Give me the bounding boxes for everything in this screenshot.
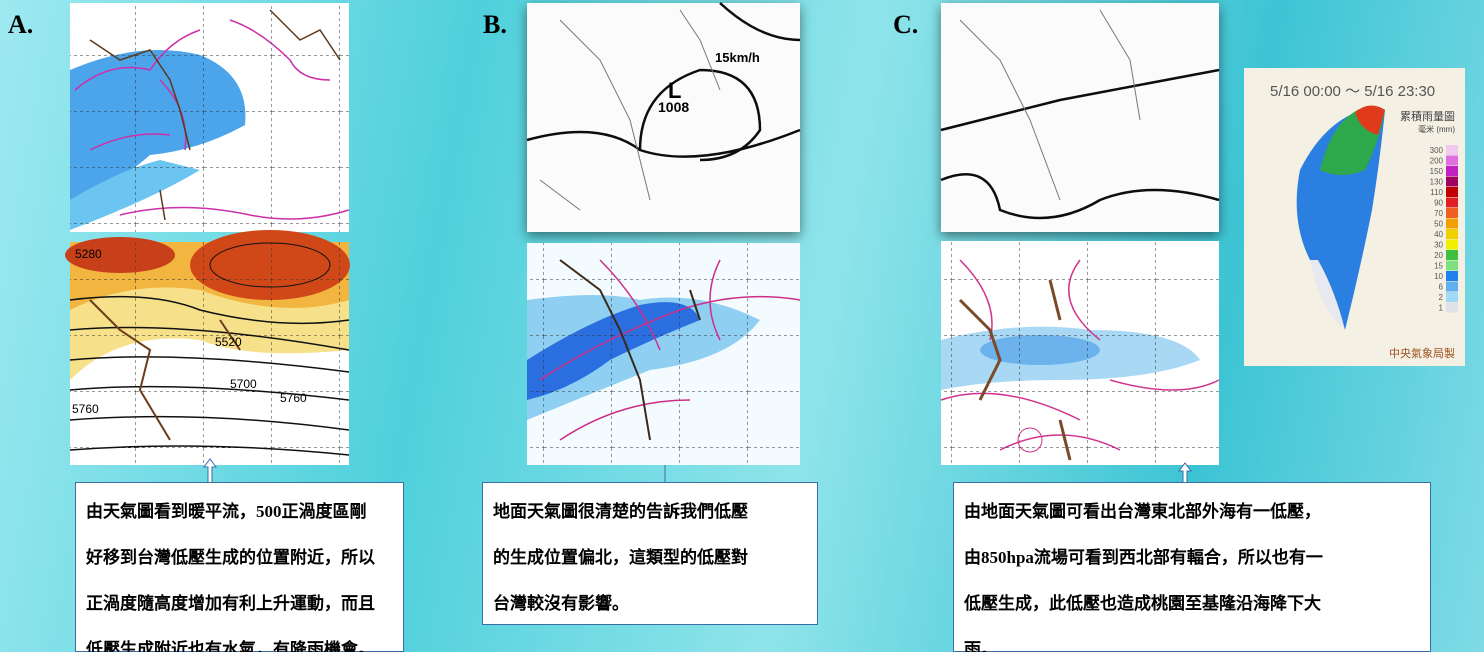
legend-label: 40 [1434,230,1443,239]
caption-box: 由天氣圖看到暖平流，500正渦度區剛好移到台灣低壓生成的位置附近，所以正渦度隨高… [75,482,404,652]
contour-label: 5280 [75,247,102,261]
legend-label: 6 [1439,283,1444,292]
contour-label: 5700 [230,377,257,391]
map-a-top [70,3,349,232]
contour-label: 5520 [215,335,242,349]
legend-swatch [1446,282,1458,292]
legend-label: 150 [1430,167,1444,176]
map-label: 1008 [658,99,689,115]
legend-swatch [1446,198,1458,208]
caption-line: 由850hpa流場可看到西北部有輻合，所以也有一 [964,535,1430,581]
map-c-top [941,3,1219,232]
caption-line: 好移到台灣低壓生成的位置附近，所以 [86,535,403,581]
slide: 52805520570057605760L100815km/h5/16 00:0… [0,0,1484,652]
caption-line: 雨。 [964,627,1430,652]
legend-swatch [1446,187,1458,197]
caption-box: 由地面天氣圖可看出台灣東北部外海有一低壓，由850hpa流場可看到西北部有輻合，… [953,482,1431,652]
legend-swatch [1446,250,1458,260]
map-c-bottom [941,241,1219,465]
legend-label: 200 [1430,157,1444,166]
caption-line: 由地面天氣圖可看出台灣東北部外海有一低壓， [964,489,1430,535]
legend-label: 90 [1434,199,1443,208]
caption-line: 低壓生成附近也有水氣，有降雨機會。 [86,627,403,652]
legend-label: 20 [1434,251,1443,260]
legend-swatch [1446,166,1458,176]
legend-label: 70 [1434,209,1443,218]
legend-label: 10 [1434,272,1443,281]
map-b-top [527,3,800,232]
legend-label: 50 [1434,220,1443,229]
map-label: 15km/h [715,50,760,65]
rain-unit: 毫米 (mm) [1418,124,1455,134]
callout-arrow [1179,463,1191,482]
panel-label: C. [893,10,918,40]
map-b-bottom [527,243,800,465]
rain-period: 5/16 00:00 ～ 5/16 23:30 [1270,83,1435,100]
legend-swatch [1446,303,1458,313]
legend-label: 2 [1439,293,1444,302]
contour-label: 5760 [72,402,99,416]
legend-swatch [1446,229,1458,239]
caption-line: 的生成位置偏北，這類型的低壓對 [493,535,817,581]
legend-label: 130 [1430,178,1444,187]
legend-swatch [1446,208,1458,218]
legend-label: 1 [1439,304,1444,313]
legend-swatch [1446,145,1458,155]
legend-swatch [1446,240,1458,250]
contour-label: 5760 [280,391,307,405]
legend-swatch [1446,219,1458,229]
legend-label: 15 [1434,262,1443,271]
legend-swatch [1446,156,1458,166]
legend-label: 300 [1430,146,1444,155]
legend-swatch [1446,177,1458,187]
caption-line: 台灣較沒有影響。 [493,581,817,627]
legend-label: 30 [1434,241,1443,250]
caption-line: 低壓生成，此低壓也造成桃園至基隆沿海降下大 [964,581,1430,627]
caption-line: 地面天氣圖很清楚的告訴我們低壓 [493,489,817,535]
caption-line: 由天氣圖看到暖平流，500正渦度區剛 [86,489,403,535]
legend-swatch [1446,292,1458,302]
caption-box: 地面天氣圖很清楚的告訴我們低壓的生成位置偏北，這類型的低壓對台灣較沒有影響。 [482,482,818,625]
rain-credit: 中央氣象局製 [1389,346,1455,360]
panel-label: B. [483,10,507,40]
legend-swatch [1446,261,1458,271]
map-a-bottom [65,230,350,465]
legend-label: 110 [1430,188,1443,197]
rain-title: 累積雨量圖 [1400,109,1455,123]
legend-swatch [1446,271,1458,281]
caption-line: 正渦度隨高度增加有利上升運動，而且 [86,581,403,627]
panel-label: A. [8,10,33,40]
